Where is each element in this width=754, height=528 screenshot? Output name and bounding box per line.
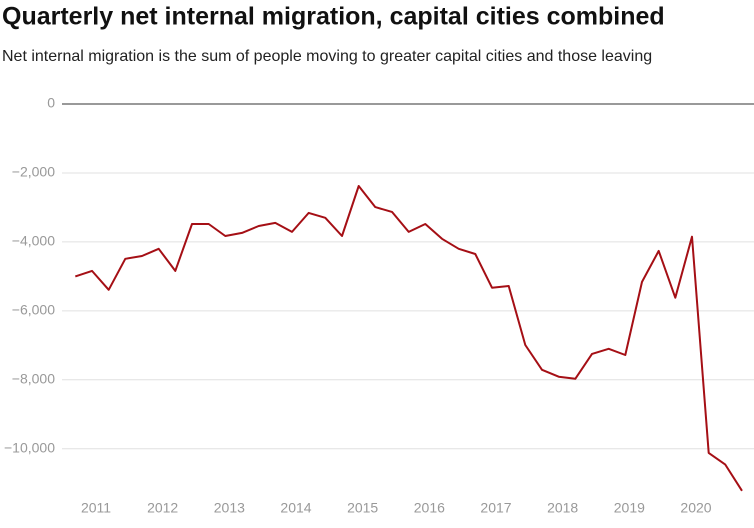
- y-tick-label: −4,000: [12, 233, 55, 249]
- x-tick-label: 2017: [480, 500, 511, 516]
- x-tick-label: 2012: [147, 500, 178, 516]
- chart-title: Quarterly net internal migration, capita…: [2, 3, 665, 31]
- y-tick-label: −6,000: [12, 302, 55, 318]
- x-tick-label: 2011: [81, 500, 111, 516]
- x-tick-label: 2014: [280, 500, 311, 516]
- y-tick-label: −8,000: [12, 370, 55, 386]
- x-tick-label: 2013: [214, 500, 245, 516]
- x-tick-label: 2016: [414, 500, 445, 516]
- x-tick-label: 2020: [680, 500, 711, 516]
- chart-subtitle: Net internal migration is the sum of peo…: [2, 48, 652, 65]
- line: [74, 185, 743, 492]
- x-tick-label: 2019: [614, 500, 645, 516]
- y-tick-label: −10,000: [4, 439, 55, 455]
- y-tick-label: 0: [47, 95, 55, 111]
- x-tick-label: 2015: [347, 500, 378, 516]
- y-tick-label: −2,000: [12, 164, 55, 180]
- x-tick-label: 2018: [547, 500, 578, 516]
